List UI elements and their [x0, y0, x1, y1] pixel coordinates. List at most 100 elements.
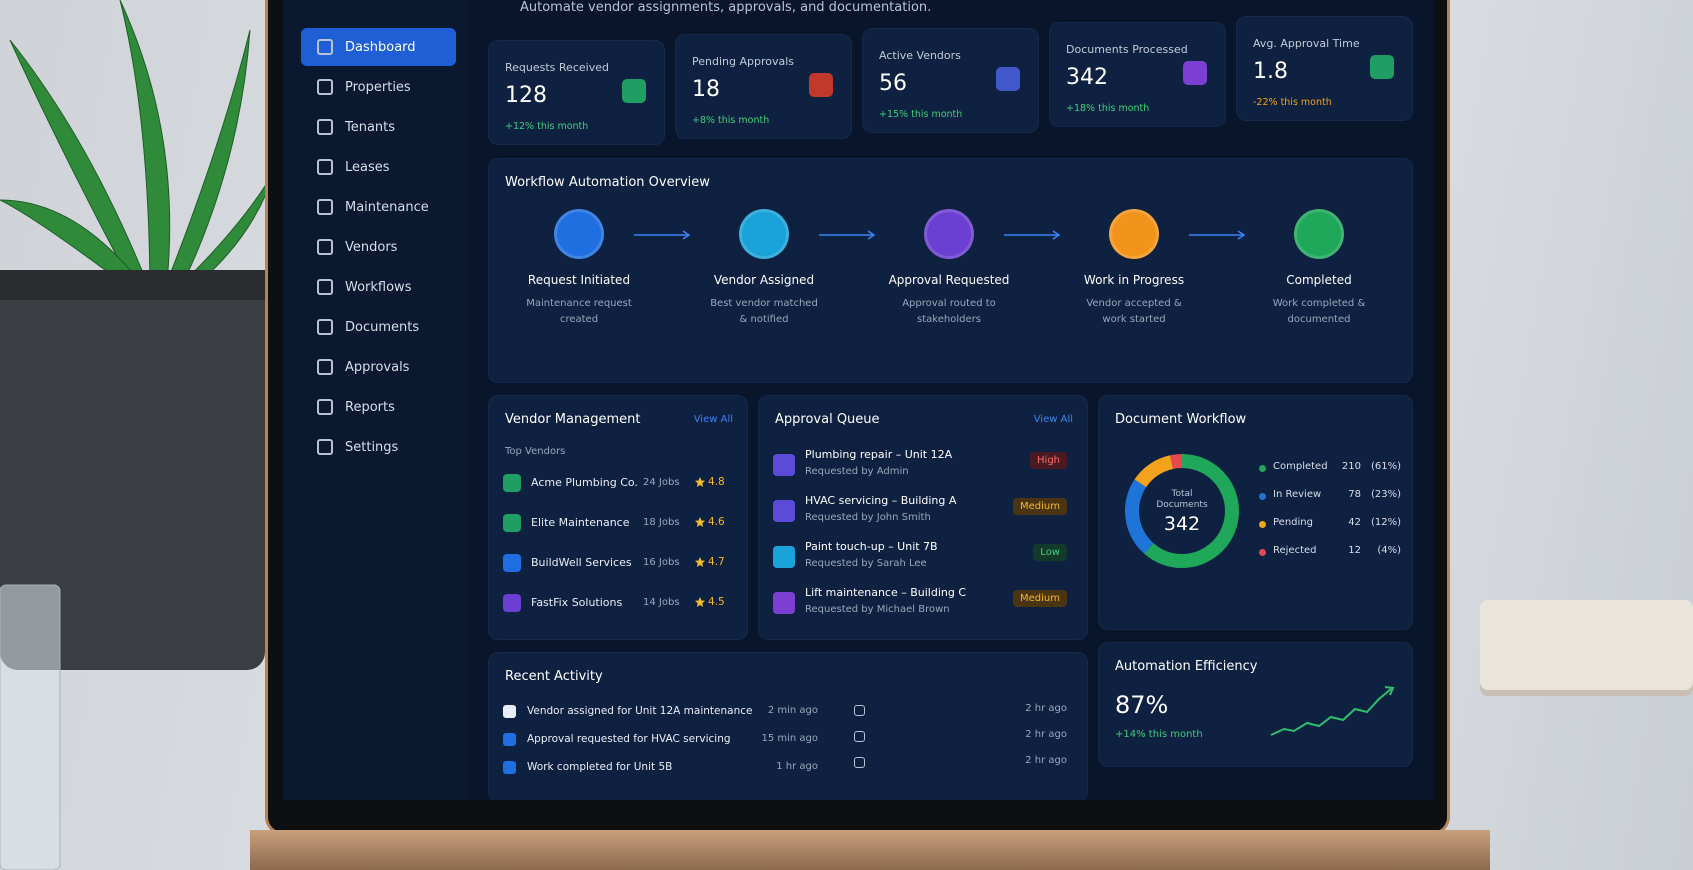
- sidebar-icon: [317, 199, 333, 215]
- activity-row: Vendor assigned for Unit 12A maintenance…: [503, 703, 1073, 725]
- step-title: Work in Progress: [1083, 273, 1185, 287]
- activity-status-icon: [854, 757, 865, 768]
- sidebar-icon: [317, 39, 333, 55]
- panel-title: Vendor Management: [505, 412, 641, 427]
- vendor-name: Elite Maintenance: [531, 516, 630, 529]
- vendor-name: BuildWell Services: [531, 556, 632, 569]
- legend-row: Completed (61%) 210: [1259, 461, 1401, 477]
- activity-text: Vendor assigned for Unit 12A maintenance: [527, 705, 753, 717]
- approval-queue-panel: Approval Queue View All Plumbing repair …: [758, 395, 1088, 640]
- step-description: Best vendor matched & notified: [710, 298, 818, 325]
- donut-segment: [1125, 454, 1239, 568]
- legend-row: Rejected (4%) 12: [1259, 545, 1401, 561]
- sidebar-item[interactable]: Vendors: [301, 228, 456, 266]
- workflow-arrows: [634, 230, 1246, 240]
- activity-text: Work completed for Unit 5B: [527, 761, 673, 773]
- sidebar-item[interactable]: Properties: [301, 68, 456, 106]
- stat-label: Active Vendors: [879, 49, 961, 62]
- view-all-link[interactable]: View All: [1033, 414, 1073, 425]
- activity-time: 2 hr ago: [1025, 729, 1067, 740]
- stat-card: Requests Received 128 +12% this month: [488, 40, 665, 145]
- stat-card: Pending Approvals 18 +8% this month: [675, 34, 852, 139]
- panel-title: Approval Queue: [775, 412, 880, 427]
- stat-card: Documents Processed 342 +18% this month: [1049, 22, 1226, 127]
- activity-icon: [503, 733, 516, 746]
- priority-tag: Low: [1033, 544, 1067, 561]
- approval-row: HVAC servicing – Building A Requested by …: [773, 494, 1073, 534]
- legend-label: Pending: [1273, 517, 1313, 528]
- sidebar-item[interactable]: Documents: [301, 308, 456, 346]
- vendor-icon: [503, 514, 521, 532]
- approval-icon: [773, 500, 795, 522]
- document-workflow-panel: Document Workflow Total Documents 342 Co…: [1098, 395, 1413, 630]
- view-all-link[interactable]: View All: [693, 414, 733, 425]
- panel-title: Recent Activity: [505, 669, 603, 684]
- workflow-step: Vendor Assigned Best vendor matched & not…: [674, 209, 854, 328]
- approval-icon: [773, 592, 795, 614]
- rating-star: [695, 597, 705, 607]
- sidebar-item[interactable]: Maintenance: [301, 188, 456, 226]
- panel-title: Document Workflow: [1115, 412, 1247, 427]
- activity-time: 2 min ago: [767, 705, 818, 716]
- stat-label: Avg. Approval Time: [1253, 37, 1360, 50]
- sidebar-item[interactable]: Settings: [301, 428, 456, 466]
- approval-icon: [773, 546, 795, 568]
- efficiency-value: 87%: [1115, 691, 1169, 719]
- activity-icon: [503, 761, 516, 774]
- step-description: Work completed & documented: [1272, 298, 1366, 325]
- sidebar-icon: [317, 119, 333, 135]
- stat-change: -22% this month: [1253, 97, 1332, 108]
- stat-value: 128: [505, 83, 547, 108]
- vendor-row: Acme Plumbing Co. 24 Jobs 4.8: [503, 468, 733, 502]
- panel-title: Automation Efficiency: [1115, 659, 1258, 674]
- rating-star: [695, 477, 705, 487]
- sidebar-item[interactable]: Workflows: [301, 268, 456, 306]
- stat-value: 56: [879, 71, 907, 96]
- legend-row: In Review (23%) 78: [1259, 489, 1401, 505]
- laptop-base: [250, 830, 1490, 870]
- priority-tag: Medium: [1013, 498, 1067, 515]
- approval-icon: [773, 454, 795, 476]
- stat-value: 342: [1066, 65, 1108, 90]
- panel-subtitle: Top Vendors: [505, 446, 566, 457]
- stat-change: +15% this month: [879, 109, 963, 120]
- recent-activity-panel: Recent Activity Vendor assigned for Unit…: [488, 652, 1088, 800]
- step-icon: [924, 209, 974, 259]
- step-icon: [554, 209, 604, 259]
- sidebar-icon: [317, 319, 333, 335]
- activity-row: Work completed for Unit 5B 1 hr ago: [503, 759, 1073, 781]
- sidebar-icon: [317, 239, 333, 255]
- vendor-jobs: 16 Jobs: [643, 557, 680, 568]
- activity-icon: [503, 705, 516, 718]
- vendor-icon: [503, 594, 521, 612]
- background-scene: [0, 0, 276, 870]
- vendor-management-panel: Vendor Management View All Top Vendors A…: [488, 395, 748, 640]
- vendor-row: BuildWell Services 16 Jobs 4.7: [503, 548, 733, 582]
- vendor-icon: [503, 554, 521, 572]
- stat-label: Pending Approvals: [692, 55, 795, 68]
- activity-status-icon: [854, 705, 865, 716]
- step-description: Vendor accepted & work started: [1086, 298, 1182, 325]
- approval-requester: Requested by Admin: [805, 466, 909, 477]
- approval-title: HVAC servicing – Building A: [805, 494, 957, 507]
- sidebar-icon: [317, 439, 333, 455]
- stat-label: Requests Received: [505, 61, 609, 74]
- efficiency-sparkline: [1270, 686, 1395, 736]
- stat-icon: [996, 67, 1020, 91]
- sidebar-item[interactable]: Approvals: [301, 348, 456, 386]
- sidebar-icon: [317, 359, 333, 375]
- rating-star: [695, 517, 705, 527]
- sidebar-icon: [317, 159, 333, 175]
- sidebar-item[interactable]: Dashboard: [301, 28, 456, 66]
- approval-row: Paint touch-up – Unit 7B Requested by Sar…: [773, 540, 1073, 580]
- sidebar-item[interactable]: Leases: [301, 148, 456, 186]
- sidebar-item[interactable]: Tenants: [301, 108, 456, 146]
- legend-share: (23%): [1370, 489, 1401, 500]
- vendor-jobs: 24 Jobs: [643, 477, 680, 488]
- legend-count: 210: [1341, 461, 1361, 472]
- approval-requester: Requested by Sarah Lee: [805, 558, 927, 569]
- panel-title: Workflow Automation Overview: [505, 175, 710, 190]
- sidebar-item[interactable]: Reports: [301, 388, 456, 426]
- stat-value: 1.8: [1253, 59, 1288, 84]
